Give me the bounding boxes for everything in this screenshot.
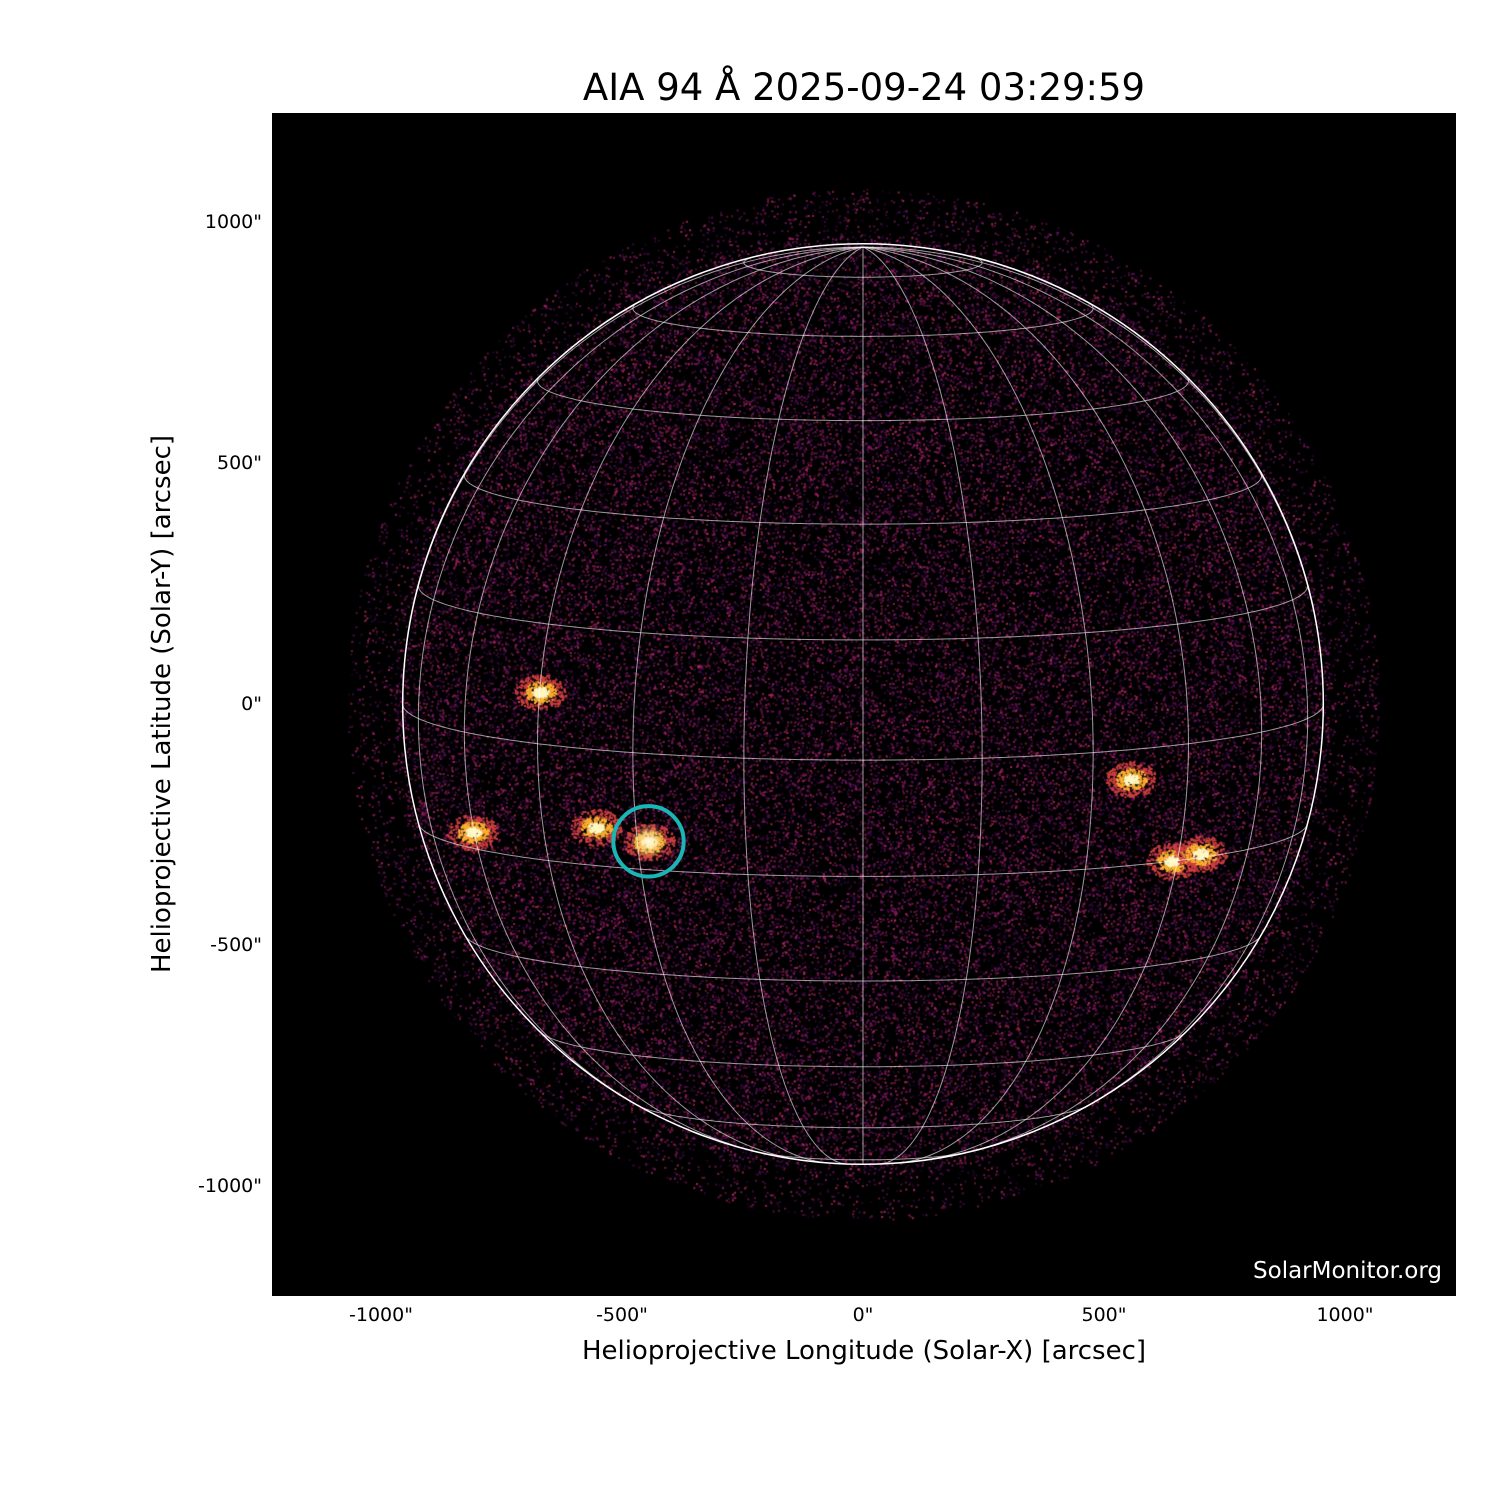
longitude-line <box>743 246 864 1165</box>
x-tick-label: 1000" <box>1316 1304 1374 1326</box>
longitude-line <box>632 246 864 1164</box>
longitude-line <box>862 246 1263 1155</box>
longitude-line <box>862 246 1190 1162</box>
watermark: SolarMonitor.org <box>1253 1258 1442 1284</box>
x-tick-label: -1000" <box>349 1304 413 1326</box>
x-tick-label: 0" <box>852 1304 874 1326</box>
x-axis-label: Helioprojective Longitude (Solar-X) [arc… <box>581 1336 1147 1366</box>
solar-image <box>272 113 1456 1296</box>
heliographic-grid <box>401 242 1325 1166</box>
solar-image-axes: SolarMonitor.org <box>272 113 1456 1296</box>
longitude-line <box>862 246 1094 1164</box>
y-tick-label: -1000" <box>198 1175 262 1197</box>
longitude-line <box>536 246 864 1162</box>
y-tick-label: 0" <box>241 693 262 715</box>
y-tick-label: 1000" <box>204 211 262 233</box>
y-axis-label: Helioprojective Latitude (Solar-Y) [arcs… <box>147 434 177 974</box>
longitude-line <box>402 246 864 705</box>
y-tick-label: 500" <box>216 452 262 474</box>
longitude-line <box>862 246 1324 705</box>
chart-title: AIA 94 Å 2025-09-24 03:29:59 <box>582 66 1146 109</box>
solar-limb <box>401 242 1325 1166</box>
x-tick-label: -500" <box>596 1304 648 1326</box>
longitude-line <box>417 246 864 1122</box>
longitude-line <box>862 246 1309 1122</box>
longitude-line <box>463 246 864 1155</box>
y-tick-label: -500" <box>210 934 262 956</box>
x-tick-label: 500" <box>1081 1304 1127 1326</box>
longitude-line <box>862 246 983 1165</box>
flare-highlight-circle <box>611 804 686 879</box>
